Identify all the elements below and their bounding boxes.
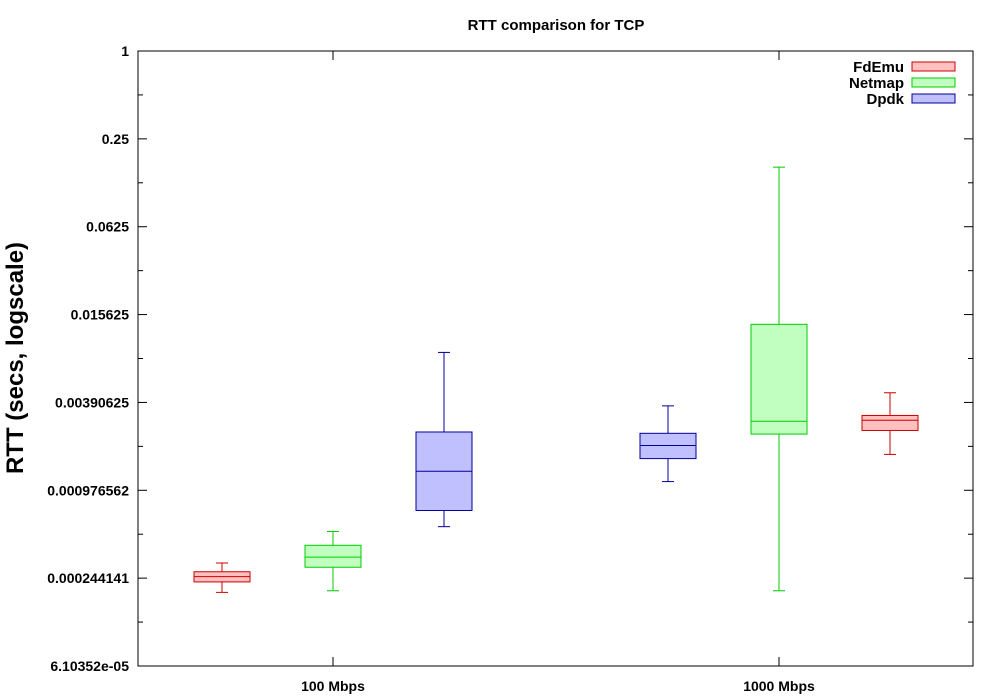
iqr-box	[750, 323, 808, 435]
legend-label-dpdk: Dpdk	[867, 91, 905, 108]
legend-swatch-dpdk	[911, 93, 956, 104]
iqr-box	[861, 414, 919, 431]
y-tick-label: 6.10352e-05	[50, 658, 129, 674]
box-fdemu-100-mbps	[193, 562, 251, 593]
legend-label-netmap: Netmap	[849, 75, 904, 92]
box-netmap-1000-mbps	[750, 166, 808, 592]
box-netmap-100-mbps	[304, 530, 362, 592]
y-tick-label: 0.000244141	[47, 570, 129, 586]
legend-swatch-fdemu	[911, 61, 956, 72]
chart-title: RTT comparison for TCP	[468, 17, 645, 34]
y-tick-label: 0.015625	[71, 307, 130, 323]
iqr-box	[304, 544, 362, 568]
legend-swatch-netmap	[911, 77, 956, 88]
y-tick-label: 0.00390625	[55, 394, 129, 410]
x-tick-label: 1000 Mbps	[743, 678, 815, 694]
y-tick-label: 0.25	[102, 131, 129, 147]
box-dpdk-100-mbps	[415, 351, 473, 528]
y-tick-label: 0.0625	[86, 219, 129, 235]
box-fdemu-1000-mbps	[861, 392, 919, 455]
box-dpdk-1000-mbps	[639, 405, 697, 483]
y-tick-label: 1	[121, 43, 129, 59]
x-tick-label: 100 Mbps	[301, 678, 365, 694]
y-tick-label: 0.000976562	[47, 482, 129, 498]
legend-label-fdemu: FdEmu	[853, 59, 904, 76]
y-axis-label: RTT (secs, logscale)	[2, 242, 29, 474]
plot-frame	[137, 50, 974, 667]
